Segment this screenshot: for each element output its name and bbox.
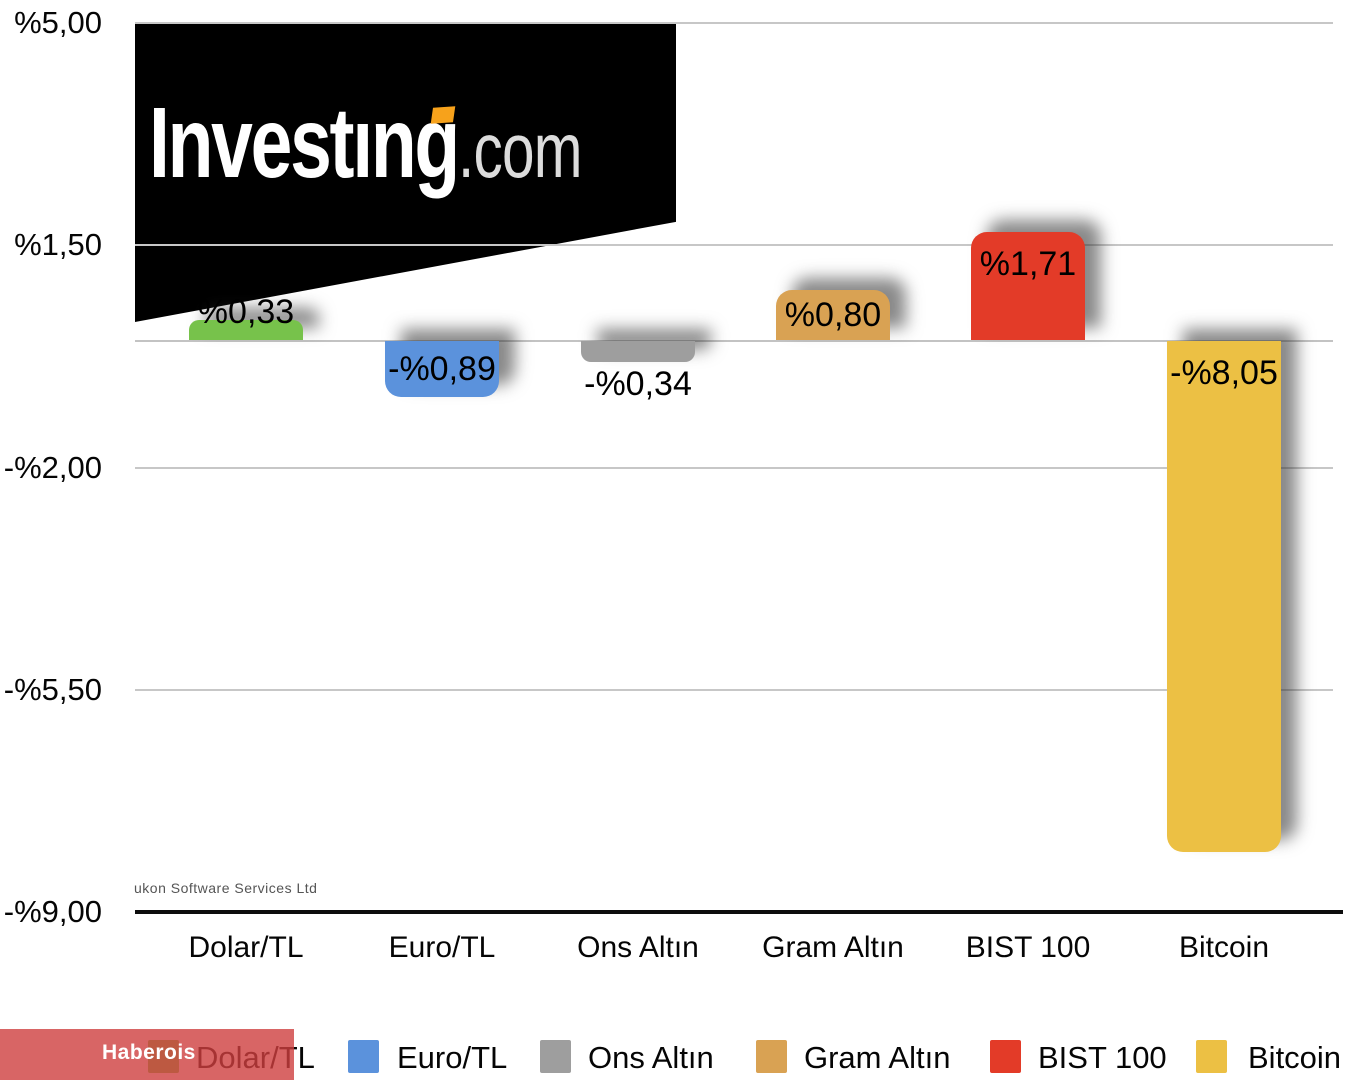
legend-item-label: Bitcoin [1248,1040,1342,1075]
category-label: Gram Altın [762,931,904,964]
category-label: Euro/TL [388,931,496,964]
bar [971,231,1085,341]
investing-logo: Investıng.com [135,23,676,322]
category-label: BIST 100 [965,931,1091,964]
gridline [135,466,1333,469]
legend-swatch [348,1040,379,1073]
legend-swatch [1196,1040,1227,1073]
bar-value-label: %0,80 [784,296,882,335]
gridline [135,22,1333,24]
category-label: Bitcoin [1178,931,1270,964]
bar [581,340,695,363]
legend-item-label: Gram Altın [804,1040,951,1075]
gridline [135,244,1333,247]
gridline [135,688,1333,691]
legend-swatch [990,1040,1021,1073]
legend-swatch [540,1040,571,1073]
investing-logo-brand: Investıng [149,87,460,199]
y-tick-label: -%5,50 [3,671,102,707]
bar-value-label: -%8,05 [1170,353,1278,392]
investing-logo-suffix: .com [457,106,583,194]
bar-value-label: -%0,34 [584,365,692,404]
bar [1167,340,1281,852]
x-axis-line [135,910,1343,914]
y-tick-label: -%9,00 [3,894,102,929]
category-label: Ons Altın [577,931,699,964]
legend-swatch [756,1040,787,1073]
y-tick-label: %1,50 [14,227,102,263]
logo-orange-dot-icon [430,106,456,124]
bar [189,319,303,341]
y-tick-label: %5,00 [14,5,102,40]
bar [385,340,499,397]
legend-item-label: Ons Altın [588,1040,714,1075]
bar-value-label: -%0,89 [388,349,496,388]
zero-gridline [135,339,1333,342]
haberois-badge-label: Haberois [102,1041,196,1064]
bar-value-label: %0,33 [197,292,295,331]
investing-logo-text: Investıng.com [149,93,583,194]
haberois-badge: Haberois [0,1029,294,1080]
legend-item-label: BIST 100 [1038,1040,1167,1075]
legend-item-label: Euro/TL [397,1040,508,1075]
bar-value-label: %1,71 [979,244,1077,283]
software-watermark: ukon Software Services Ltd [134,880,318,896]
bar [776,289,890,341]
y-tick-label: -%2,00 [3,449,102,485]
category-label: Dolar/TL [188,931,304,964]
